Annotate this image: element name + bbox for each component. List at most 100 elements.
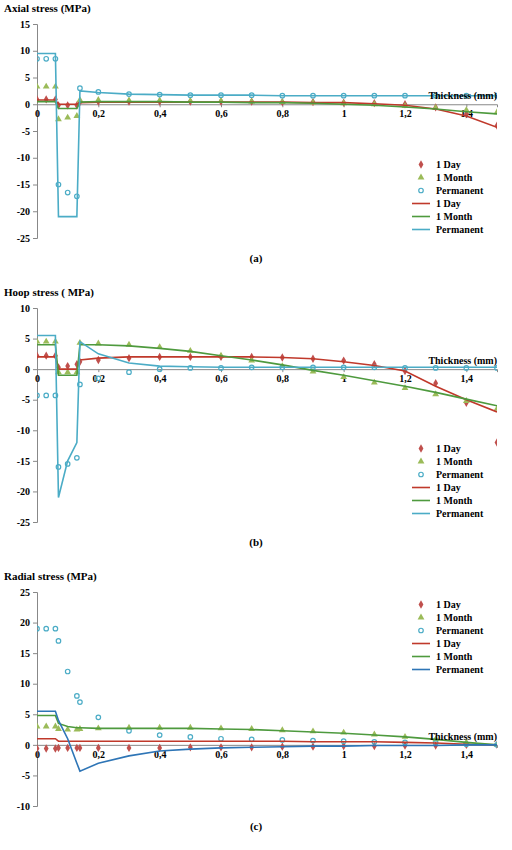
x-tick-label: 1,2 <box>399 373 412 384</box>
y-tick-label: 5 <box>25 709 30 720</box>
y-tick-label: -5 <box>22 126 30 137</box>
y-tick-mark <box>33 592 37 593</box>
panel: Hoop stress ( MPa)-25-20-15-10-5051000,2… <box>4 286 500 549</box>
marker <box>127 354 132 362</box>
legend-symbol <box>412 203 430 205</box>
marker <box>44 626 49 631</box>
x-axis: 00,20,40,60,811,21,4 <box>35 104 498 119</box>
legend-label: 1 Day <box>436 482 461 493</box>
line <box>37 53 497 216</box>
marker <box>37 723 40 729</box>
marker <box>65 190 70 195</box>
legend-label: Permanent <box>436 625 484 636</box>
y-tick: -5 <box>22 394 37 405</box>
marker <box>37 83 40 89</box>
legend-label: Permanent <box>436 508 484 519</box>
y-tick-label: 5 <box>25 333 30 344</box>
legend-symbol <box>419 600 424 608</box>
y-tick-mark <box>33 131 37 132</box>
figure: Axial stress (MPa) -25 -20 -15 -10 -5 0 5 10 15 0 0… <box>0 0 512 850</box>
marker <box>127 744 132 752</box>
marker <box>96 715 101 720</box>
legend-label: Permanent <box>436 469 484 480</box>
x-tick-label: 1,4 <box>461 749 474 760</box>
plot-area <box>37 626 497 771</box>
y-tick: -10 <box>17 801 37 812</box>
y-tick-mark <box>33 158 37 159</box>
x-tick: 0 <box>35 745 40 760</box>
marker <box>188 735 193 740</box>
legend-symbol <box>418 614 425 620</box>
marker <box>219 736 224 741</box>
legend-label: 1 Month <box>436 456 473 467</box>
y-tick-label: 5 <box>25 72 30 83</box>
y-tick-mark <box>33 745 37 746</box>
x-tick-label: 0,8 <box>277 749 290 760</box>
x-tick-label: 0 <box>35 108 40 119</box>
panel: Radial stress (MPa)-10-5051015202500,20,… <box>4 570 500 833</box>
legend-symbol <box>418 174 425 180</box>
y-tick-label: -10 <box>17 801 30 812</box>
marker <box>127 729 132 734</box>
marker <box>53 626 58 631</box>
line <box>37 102 497 114</box>
marker <box>127 370 132 375</box>
marker <box>37 352 39 360</box>
x-tick-label: 0,2 <box>93 373 106 384</box>
y-tick-label: 0 <box>25 364 30 375</box>
y-tick-mark <box>33 684 37 685</box>
y-tick-mark <box>33 522 37 523</box>
legend: 1 Day1 MonthPermanent1 Day1 MonthPermane… <box>412 443 484 519</box>
marker-series <box>37 57 497 199</box>
y-tick-label: 15 <box>20 648 30 659</box>
y-tick: 10 <box>20 45 37 56</box>
y-tick: -15 <box>17 179 37 190</box>
legend-symbol <box>412 500 430 502</box>
y-tick-mark <box>33 623 37 624</box>
marker <box>44 393 49 398</box>
line <box>37 716 497 745</box>
x-tick: 1,4 <box>461 369 474 384</box>
y-axis-title: Hoop stress ( MPa) <box>4 286 94 299</box>
x-tick-label: 0,6 <box>215 373 228 384</box>
marker <box>37 393 39 398</box>
y-tick-mark <box>33 714 37 715</box>
marker-series <box>37 365 497 469</box>
y-tick-mark <box>33 238 37 239</box>
x-tick-label: 0,4 <box>154 373 167 384</box>
marker <box>44 57 49 62</box>
x-axis-line <box>38 105 498 108</box>
legend: 1 Day1 MonthPermanent1 Day1 MonthPermane… <box>412 599 484 675</box>
y-tick: 25 <box>20 587 37 598</box>
line <box>37 711 497 771</box>
line <box>37 336 497 498</box>
legend-label: 1 Day <box>436 443 461 454</box>
x-tick: 0,8 <box>277 104 290 119</box>
marker-series <box>37 83 497 122</box>
marker <box>433 103 438 111</box>
marker <box>44 352 49 360</box>
plot-area <box>37 336 497 498</box>
y-tick: -20 <box>17 206 37 217</box>
y-tick: -10 <box>17 152 37 163</box>
x-tick: 0,4 <box>154 104 167 119</box>
legend-symbol <box>419 188 424 193</box>
y-tick-mark <box>33 653 37 654</box>
legend-label: Permanent <box>436 664 484 675</box>
x-tick-mark <box>37 104 38 107</box>
y-tick-label: -25 <box>17 517 30 528</box>
y-tick: -10 <box>17 425 37 436</box>
legend-symbol <box>412 643 430 645</box>
legend-label: 1 Month <box>436 172 473 183</box>
x-tick: 0,2 <box>93 104 106 119</box>
legend-label: 1 Month <box>436 211 473 222</box>
legend-label: 1 Month <box>436 651 473 662</box>
y-tick-mark <box>33 78 37 79</box>
legend-symbol <box>412 487 430 489</box>
y-axis-line <box>33 309 38 523</box>
y-axis: -25-20-15-10-50510 <box>17 303 38 528</box>
y-tick: 10 <box>20 678 37 689</box>
y-tick-label: -25 <box>17 233 30 244</box>
y-axis-title: Axial stress (MPa) <box>4 2 91 15</box>
x-tick-label: 0,4 <box>154 108 167 119</box>
